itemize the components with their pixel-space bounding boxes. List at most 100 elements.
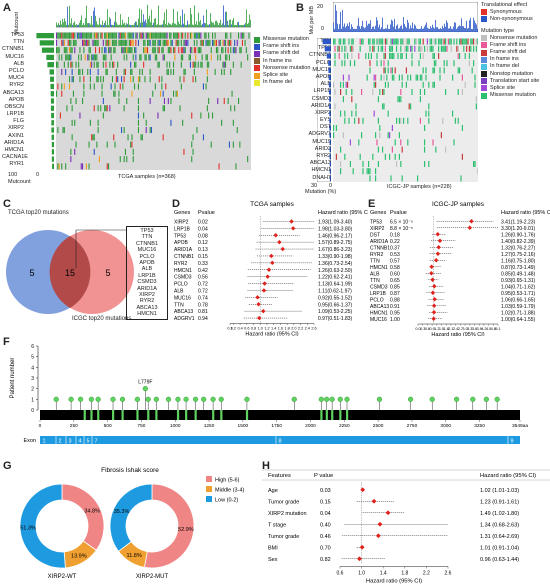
b-matrix-cell — [424, 125, 426, 131]
a-matrix-cell — [67, 39, 69, 46]
a-matrix-cell — [130, 68, 132, 75]
a-top-bar — [202, 23, 203, 27]
b-top-bar — [444, 23, 445, 32]
b-matrix-cell — [391, 38, 393, 45]
e-tick-label: 1.2 — [434, 327, 439, 331]
a-matrix-cell — [126, 54, 128, 61]
a-top-bar — [56, 22, 57, 27]
a-matrix-cell — [161, 32, 163, 39]
g-title: Fibrosis Ishak score — [101, 467, 159, 474]
b-top-bar — [365, 27, 366, 32]
b-top-bar — [358, 17, 359, 32]
a-matrix-cell — [119, 156, 121, 163]
a-matrix-cell — [193, 68, 195, 75]
a-matrix-cell — [134, 83, 136, 90]
d-row-hr: 0.95(0.66-1.37) — [318, 302, 353, 308]
b-matrix-cell — [390, 45, 392, 52]
d-estimate-diamond — [261, 308, 266, 314]
a-legend-swatch — [254, 65, 260, 72]
a-matrix-cell — [208, 32, 210, 39]
b-left-bar-ctnnb1 — [326, 53, 331, 59]
d-row-gene: CSMD3 — [174, 275, 192, 281]
a-matrix-cell — [101, 47, 103, 54]
c-center-count: 15 — [65, 268, 75, 278]
a-left-bar-apob — [50, 98, 54, 104]
a-top-bar — [162, 24, 163, 27]
a-matrix-cell — [225, 47, 227, 54]
e-row-hr: 0.95(0.53-1.71) — [501, 291, 536, 297]
a-matrix-cell — [197, 61, 199, 68]
a-matrix-cell — [97, 68, 99, 75]
b-left-bar-arid1a — [329, 103, 331, 109]
a-top-bar — [115, 11, 116, 27]
a-matrix-cell — [219, 54, 221, 61]
e-tick-label: 1.5 — [439, 327, 444, 331]
b-matrix-cell — [352, 45, 354, 52]
a-top-bar — [208, 24, 209, 27]
a-matrix-cell — [196, 32, 198, 39]
a-top-bar — [161, 24, 162, 27]
a-matrix-cell — [137, 76, 139, 83]
a-matrix-cell — [232, 61, 234, 68]
a-matrix-cell — [115, 68, 117, 75]
d-row-hr: 0.97(0.51-1.83) — [318, 316, 353, 322]
b-top-bar — [413, 28, 414, 32]
a-matrix-cell — [93, 83, 95, 90]
b-matrix-cell — [426, 45, 428, 52]
f-annotation: L779F — [138, 380, 152, 386]
a-matrix-cell — [191, 112, 193, 119]
a-matrix-cell — [200, 32, 202, 39]
b-matrix-cell — [432, 53, 434, 59]
b-top-bar — [468, 27, 469, 32]
b-matrix-cell — [342, 38, 344, 45]
a-matrix-cell — [144, 76, 146, 83]
a-matrix-cell — [132, 32, 134, 39]
a-matrix-cell — [214, 32, 216, 39]
d-row-gene: RYR2 — [174, 261, 187, 267]
a-matrix-cell — [137, 97, 139, 105]
f-lollipop-head — [244, 396, 250, 402]
f-lollipop-head — [483, 396, 489, 402]
b-matrix-cell — [386, 74, 388, 81]
b-matrix-cell — [337, 45, 339, 52]
a-matrix-cell — [145, 32, 147, 39]
a-top-bar — [238, 21, 239, 27]
c-title: TCGA top20 mutations — [8, 210, 69, 216]
b-matrix-cell — [397, 96, 399, 103]
a-matrix-cell — [201, 54, 203, 61]
f-lollipop-head — [376, 396, 383, 402]
d-row-hr: 1.67(0.86-3.23) — [318, 247, 353, 253]
a-matrix-cell — [152, 47, 154, 54]
a-matrix-cell — [231, 90, 233, 97]
a-top-bar — [232, 20, 233, 27]
e-row-p: 0.60 — [390, 271, 400, 277]
b-matrix-cell — [384, 67, 386, 74]
b-legend-swatch — [481, 85, 487, 92]
a-top-bar — [154, 18, 155, 27]
b-matrix-cell — [442, 117, 444, 124]
a-top-bar — [249, 14, 250, 27]
a-top-bar — [183, 23, 184, 27]
a-matrix-cell — [56, 32, 58, 39]
b-matrix-cell — [394, 153, 396, 160]
a-matrix-cell — [136, 32, 138, 39]
a-matrix-cell — [83, 90, 85, 97]
b-matrix-cell — [391, 67, 393, 74]
b-gene-label: ARID2 — [314, 145, 331, 152]
a-matrix-cell — [106, 105, 108, 112]
a-top-bar — [96, 21, 97, 27]
a-matrix-cell — [206, 68, 208, 75]
a-matrix-cell — [66, 54, 68, 61]
a-matrix-cell — [223, 68, 225, 75]
d-tick-label: 0.2 — [231, 327, 236, 331]
a-legend-item: Frame shift del — [254, 50, 310, 57]
f-y-tick-label: 6 — [31, 344, 34, 350]
a-matrix-cell — [135, 39, 137, 46]
b-matrix-cell — [475, 38, 477, 45]
a-top-bar — [159, 24, 160, 27]
a-matrix-cell — [132, 156, 134, 163]
d-tick-label: 1.8 — [284, 327, 289, 331]
b-matrix-cell — [450, 45, 452, 52]
a-matrix-cell — [221, 119, 223, 126]
f-exon-number: 1 — [42, 439, 45, 445]
